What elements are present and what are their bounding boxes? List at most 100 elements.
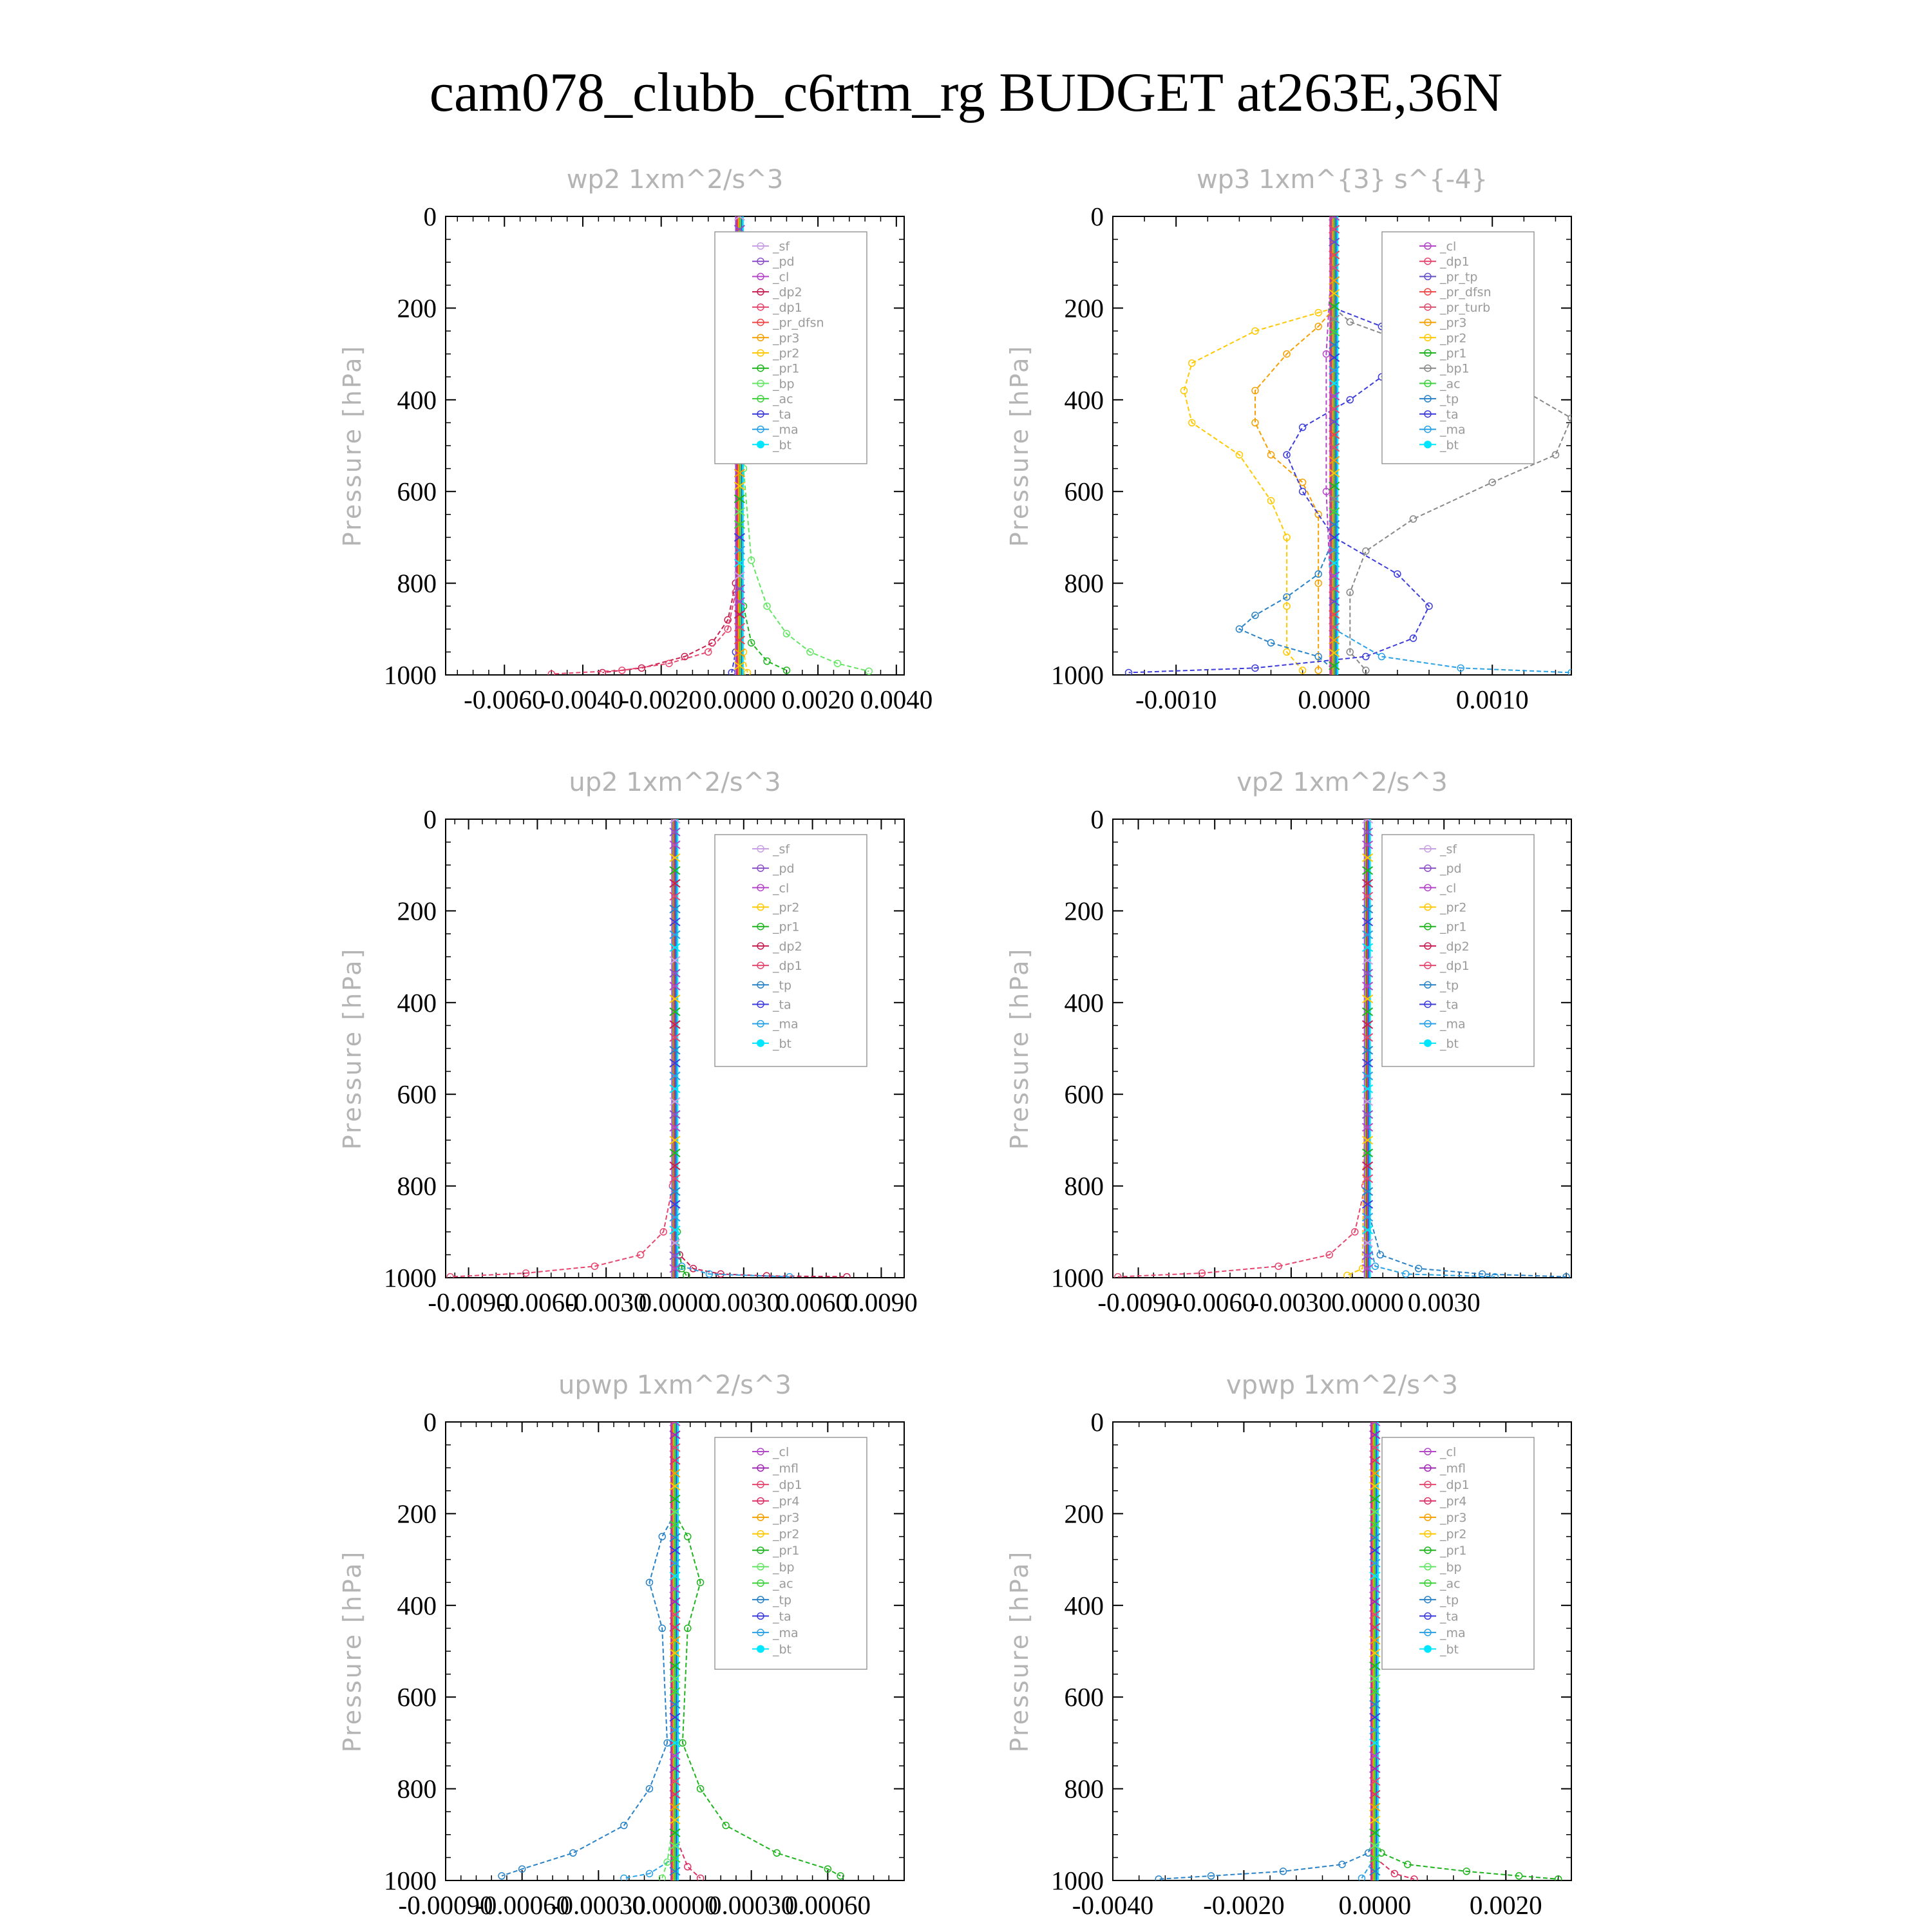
legend-entry: _cl (1439, 240, 1456, 254)
zero-profile-marker (1369, 1468, 1381, 1478)
zero-profile-marker (734, 545, 746, 555)
series-marker-tp (1314, 652, 1322, 661)
zero-profile-marker (669, 1866, 681, 1876)
zero-profile-marker (1329, 340, 1340, 350)
y-axis-label: Pressure [hPa] (1005, 1550, 1034, 1753)
zero-profile-marker (669, 1443, 681, 1452)
x-tick-label: -0.0030 (1251, 1287, 1332, 1317)
y-tick-label: 1000 (1051, 1263, 1104, 1293)
y-tick-label: 400 (397, 385, 437, 415)
series-marker-bp1 (1551, 451, 1560, 459)
zero-profile-marker (669, 1738, 681, 1748)
zero-profile-marker (669, 1649, 681, 1658)
legend-entry: _tp (1439, 978, 1459, 992)
series-line-ma (1367, 819, 1495, 1278)
legend-marker (757, 242, 764, 250)
series-marker-bp1 (1346, 318, 1354, 326)
legend-marker (1424, 364, 1432, 372)
legend-entry: _sf (1439, 842, 1457, 857)
series-marker-ma (1358, 1874, 1366, 1880)
y-tick-label: 800 (1065, 1774, 1104, 1804)
x-tick-label: 0.0030 (707, 1287, 780, 1317)
zero-profile-marker (1329, 301, 1340, 311)
legend-marker (1424, 303, 1432, 311)
zero-profile-marker (1369, 1597, 1381, 1606)
zero-profile-marker (1361, 1161, 1374, 1171)
zero-profile-marker (669, 969, 681, 978)
zero-profile-marker (1369, 1738, 1381, 1748)
y-tick-label: 400 (1065, 988, 1104, 1018)
legend-marker (757, 903, 764, 911)
zero-profile-marker (1361, 994, 1374, 1003)
zero-profile-marker (669, 1174, 681, 1184)
zero-profile-marker (1329, 623, 1340, 632)
zero-profile-marker (1361, 891, 1374, 901)
zero-profile-marker (1361, 1110, 1374, 1119)
x-tick-label: 0.0000 (639, 1287, 712, 1317)
series-marker-ma (645, 1870, 654, 1878)
series-marker-dp2 (598, 668, 607, 675)
zero-profile-marker (1361, 853, 1374, 862)
series-marker-pr3 (1314, 667, 1322, 674)
series-marker-dp1 (665, 659, 673, 667)
series-marker-pr3 (1267, 451, 1275, 459)
zero-profile-marker (669, 1226, 681, 1235)
zero-profile-marker (1361, 878, 1374, 888)
x-tick-label: 0.0090 (845, 1287, 918, 1317)
y-tick-label: 200 (1065, 293, 1104, 323)
zero-profile-marker (734, 636, 746, 645)
x-tick-label: -0.0090 (428, 1287, 509, 1317)
y-tick-label: 800 (1065, 1171, 1104, 1201)
zero-profile-marker (1329, 216, 1340, 221)
series-marker-ma (1371, 1262, 1379, 1270)
series-marker-pr3 (1251, 419, 1259, 427)
zero-profile-marker (1361, 1213, 1374, 1222)
x-tick-label: 0.0000 (1298, 685, 1370, 714)
zero-profile-marker (1361, 1020, 1374, 1029)
zero-profile-marker (1361, 1058, 1374, 1068)
zero-profile-marker (734, 468, 746, 478)
y-axis-label: Pressure [hPa] (338, 947, 366, 1150)
legend-entry: _bt (772, 1642, 791, 1656)
legend-entry: _pr4 (1439, 1495, 1466, 1509)
legend-entry: _tp (772, 1593, 791, 1607)
series-line-pr1 (674, 1513, 841, 1877)
series-marker-bp1 (1346, 589, 1354, 596)
x-tick-label: 0.0040 (860, 685, 933, 714)
zero-profile-marker (1361, 1187, 1374, 1196)
legend-marker (1424, 864, 1432, 872)
series-marker-ma (1567, 668, 1571, 675)
legend-marker (757, 1579, 764, 1587)
zero-profile-marker (669, 1122, 681, 1132)
legend-marker (757, 349, 764, 357)
series-marker-pr1 (1403, 1861, 1412, 1868)
zero-profile-marker (1361, 1238, 1374, 1247)
zero-profile-marker (669, 1533, 681, 1542)
zero-profile-marker (1329, 353, 1340, 363)
legend-marker (757, 1464, 764, 1472)
zero-profile-marker (1369, 1828, 1381, 1837)
legend: _sf _pd _cl _pr2 _pr1 _dp2 _dp1 _tp _ta _ma _bt (1381, 834, 1535, 1067)
zero-profile-marker (1329, 430, 1340, 439)
y-axis-label: Pressure [hPa] (338, 345, 366, 547)
legend-marker (1424, 318, 1432, 327)
zero-profile-marker (1369, 1815, 1381, 1824)
zero-profile-marker (1329, 379, 1340, 388)
zero-profile-marker (1369, 1584, 1381, 1593)
zero-profile-marker (1361, 1033, 1374, 1042)
series-group (446, 819, 851, 1278)
zero-profile-marker (1329, 507, 1340, 516)
zero-profile-marker (669, 1751, 681, 1761)
zero-profile-marker (1361, 981, 1374, 990)
zero-profile-marker (1361, 1135, 1374, 1145)
legend-entry: _cl (1439, 1445, 1456, 1459)
zero-profile-marker (1369, 1494, 1381, 1504)
series-marker-tp (518, 1865, 526, 1873)
y-axis-label: Pressure [hPa] (338, 1550, 366, 1753)
series-marker-pr2 (1283, 602, 1291, 610)
series-marker-dp2 (762, 1272, 771, 1278)
x-tick-label: 0.0030 (1408, 1287, 1481, 1317)
legend-marker (1424, 334, 1432, 342)
zero-profile-marker (1329, 443, 1340, 452)
legend-entry: _ma (772, 423, 799, 437)
